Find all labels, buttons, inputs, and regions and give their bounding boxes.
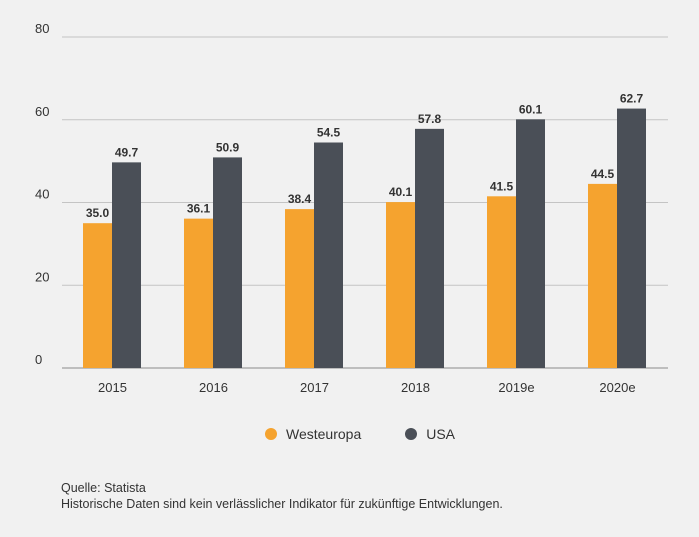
bar-westeuropa-2020e — [588, 183, 617, 368]
data-label-westeuropa-2019e: 41.5 — [490, 179, 514, 193]
data-label-westeuropa-2016: 36.1 — [187, 202, 211, 216]
legend-swatch-westeuropa — [265, 428, 277, 440]
y-tick-label-20: 20 — [35, 269, 49, 284]
data-label-usa-2018: 57.8 — [418, 112, 442, 126]
bar-westeuropa-2015 — [83, 223, 112, 368]
data-label-westeuropa-2017: 38.4 — [288, 192, 312, 206]
bar-westeuropa-2018 — [386, 202, 415, 368]
bar-usa-2019e — [516, 119, 545, 369]
legend-swatch-usa — [405, 428, 418, 440]
x-tick-label-2020e: 2020e — [599, 380, 635, 395]
bar-westeuropa-2016 — [184, 218, 213, 368]
bar-usa-2016 — [213, 157, 242, 368]
bar-usa-2018 — [415, 128, 444, 368]
x-tick-label-2016: 2016 — [199, 380, 228, 395]
data-label-westeuropa-2018: 40.1 — [389, 185, 413, 199]
data-label-westeuropa-2015: 35.0 — [86, 206, 110, 220]
y-tick-label-40: 40 — [35, 187, 49, 202]
data-label-usa-2020e: 62.7 — [620, 92, 644, 106]
footer: Quelle: Statista Historische Daten sind … — [61, 480, 503, 512]
bar-westeuropa-2019e — [487, 196, 516, 368]
data-label-westeuropa-2020e: 44.5 — [591, 167, 615, 181]
data-label-usa-2015: 49.7 — [115, 145, 139, 159]
source-note: Quelle: Statista — [61, 481, 146, 495]
y-tick-label-80: 80 — [35, 21, 49, 36]
x-tick-label-2017: 2017 — [300, 380, 329, 395]
legend-item-westeuropa: Westeuropa — [265, 426, 361, 442]
bar-westeuropa-2017 — [285, 209, 314, 368]
legend-label-westeuropa: Westeuropa — [286, 426, 362, 442]
y-tick-label-60: 60 — [35, 104, 49, 119]
bar-chart: 0 20 40 60 80 35.0 49.7 2015 36.1 50.9 2016 38.4 54.… — [35, 21, 668, 395]
bar-usa-2017 — [314, 142, 343, 368]
data-label-usa-2016: 50.9 — [216, 140, 240, 154]
legend-label-usa: USA — [426, 426, 456, 442]
legend: Westeuropa USA — [265, 426, 499, 442]
bar-usa-2015 — [112, 162, 141, 368]
disclaimer-note: Historische Daten sind kein verlässliche… — [61, 497, 503, 511]
y-tick-label-0: 0 — [35, 352, 42, 367]
bar-usa-2020e — [617, 108, 646, 369]
x-tick-label-2015: 2015 — [98, 380, 127, 395]
legend-item-usa: USA — [405, 426, 455, 442]
x-tick-label-2018: 2018 — [401, 380, 430, 395]
x-tick-label-2019e: 2019e — [498, 380, 534, 395]
data-label-usa-2017: 54.5 — [317, 126, 341, 140]
data-label-usa-2019e: 60.1 — [519, 102, 543, 116]
